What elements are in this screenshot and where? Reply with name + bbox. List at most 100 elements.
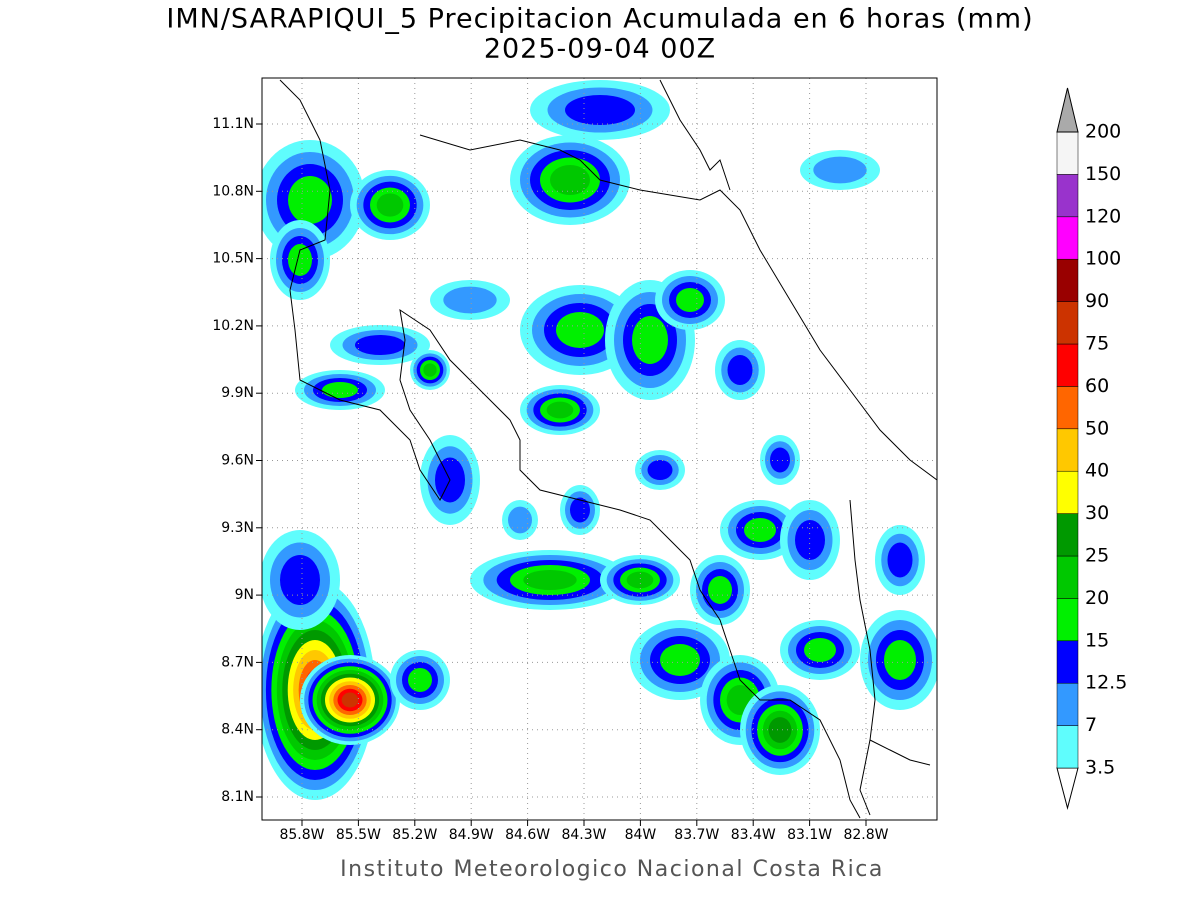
colorbar-segment — [1056, 301, 1079, 345]
precip-contour — [708, 576, 732, 604]
colorbar-label: 200 — [1085, 121, 1121, 143]
lat-tick-label: 10.2N — [212, 318, 254, 334]
precip-contour — [322, 382, 358, 398]
precip-contour — [804, 638, 836, 662]
colorbar-label: 40 — [1085, 460, 1109, 482]
colorbar-under — [1056, 767, 1079, 810]
colorbar-label: 15 — [1085, 629, 1109, 651]
lon-tick-label: 84.9W — [449, 827, 494, 843]
border — [849, 499, 876, 816]
coastline — [869, 739, 931, 766]
colorbar-segment — [1056, 386, 1079, 430]
precip-contour — [355, 335, 405, 355]
lat-tick-label: 8.7N — [221, 654, 254, 670]
lon-tick-label: 85.5W — [336, 827, 381, 843]
colorbar-label: 7 — [1085, 714, 1097, 736]
colorbar-label: 90 — [1085, 290, 1109, 312]
precip-contour — [768, 717, 792, 743]
colorbar-segment — [1056, 598, 1079, 642]
border — [659, 79, 731, 191]
colorbar-segment — [1056, 428, 1079, 472]
colorbar-segment — [1056, 216, 1079, 260]
lon-tick-label: 83.4W — [731, 827, 776, 843]
precip-contour — [546, 401, 574, 419]
precip-contour — [288, 244, 312, 276]
precip-contour — [408, 668, 432, 692]
lon-tick-label: 84.6W — [505, 827, 550, 843]
precip-contour — [744, 518, 776, 542]
colorbar-label: 60 — [1085, 375, 1109, 397]
precip-contour — [813, 156, 867, 184]
lon-tick-label: 85.8W — [279, 827, 324, 843]
colorbar-segment — [1056, 131, 1079, 175]
title: IMN/SARAPIQUI_5 Precipitacion Acumulada … — [166, 4, 1033, 35]
lon-tick-label: 83.1W — [787, 827, 832, 843]
precip-contour — [884, 640, 916, 680]
lon-tick-label: 84W — [625, 827, 657, 843]
lat-tick-label: 9.3N — [221, 520, 254, 536]
precip-contour — [341, 692, 359, 708]
colorbar-segment — [1056, 725, 1079, 769]
precip-contour — [570, 497, 590, 523]
colorbar-label: 120 — [1085, 205, 1121, 227]
precip-contour — [288, 176, 332, 224]
lat-tick-label: 9.9N — [221, 385, 254, 401]
map-frame — [261, 77, 938, 821]
lon-tick-label: 83.7W — [674, 827, 719, 843]
colorbar-label: 75 — [1085, 333, 1109, 355]
precip-contour — [727, 355, 753, 385]
colorbar-label: 150 — [1085, 163, 1121, 185]
precip-contour — [795, 520, 825, 560]
precip-contour — [676, 288, 704, 312]
colorbar-segment — [1056, 258, 1079, 302]
lat-tick-label: 8.4N — [221, 722, 254, 738]
colorbar-segment — [1056, 174, 1079, 218]
lat-tick-label: 9.6N — [221, 453, 254, 469]
precip-field — [262, 80, 937, 800]
lat-tick-label: 10.5N — [212, 251, 254, 267]
lon-tick-label: 85.2W — [392, 827, 437, 843]
precip-contour — [508, 506, 532, 534]
precip-contour — [626, 571, 654, 589]
lat-tick-label: 11.1N — [212, 116, 254, 132]
lat-tick-label: 9N — [235, 587, 254, 603]
lon-tick-label: 82.8W — [843, 827, 888, 843]
precip-contour — [647, 460, 673, 480]
colorbar-label: 20 — [1085, 587, 1109, 609]
precip-contour — [550, 165, 590, 195]
coastlines — [279, 79, 937, 819]
colorbar-segment — [1056, 640, 1079, 684]
precip-contour — [565, 95, 635, 125]
border — [419, 134, 937, 481]
colorbar-segment — [1056, 470, 1079, 514]
colorbar-label: 12.5 — [1085, 672, 1127, 694]
precip-contour — [280, 555, 320, 605]
colorbar-label: 3.5 — [1085, 757, 1115, 779]
coastline — [279, 79, 861, 819]
precip-contour — [376, 193, 404, 217]
precip-contour — [632, 316, 668, 364]
footer: Instituto Meteorologico Nacional Costa R… — [340, 857, 884, 882]
precip-contour — [523, 570, 577, 590]
colorbar-label: 30 — [1085, 502, 1109, 524]
precip-contour — [660, 644, 700, 676]
colorbar-segment — [1056, 682, 1079, 726]
colorbar-segment — [1056, 555, 1079, 599]
colorbar: 3.5 7 12.5 15 20 25 30 40 50 60 75 90 100 120 150 200 — [1056, 87, 1127, 810]
subtitle: 2025-09-04 00Z — [484, 34, 716, 65]
colorbar-segment — [1056, 343, 1079, 387]
precip-contour — [423, 363, 437, 377]
colorbar-label: 100 — [1085, 248, 1121, 270]
colorbar-over — [1056, 87, 1079, 133]
lat-tick-label: 8.1N — [221, 789, 254, 805]
grid: 11.1N 10.8N 10.5N 10.2N 9.9N 9.6N 9.3N 9N 8.7N 8.… — [212, 78, 937, 843]
precip-contour — [556, 312, 604, 348]
precip-contour — [443, 286, 497, 314]
colorbar-segment — [1056, 513, 1079, 557]
precip-contour — [887, 542, 913, 578]
colorbar-label: 25 — [1085, 545, 1109, 567]
precip-contour — [770, 447, 790, 473]
lat-tick-label: 10.8N — [212, 183, 254, 199]
lon-tick-label: 84.3W — [561, 827, 606, 843]
